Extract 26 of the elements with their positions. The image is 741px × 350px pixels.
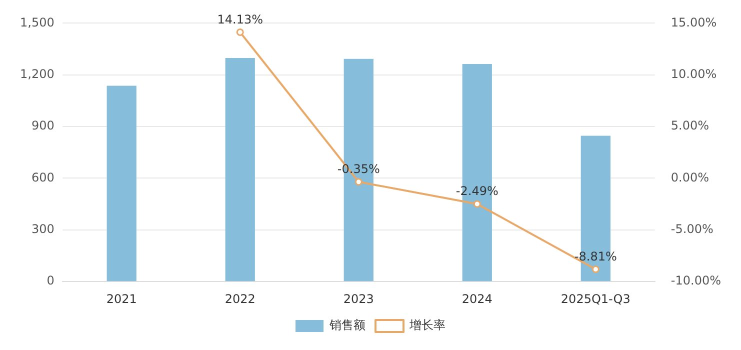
y-tick-label: 1,200: [20, 67, 54, 82]
y2-tick-label: 5.00%: [670, 118, 710, 133]
y2-tick-label: 15.00%: [670, 15, 717, 30]
x-tick-label: 2025Q1-Q3: [560, 292, 630, 306]
y-tick-label: 1,500: [20, 15, 54, 30]
y2-tick-label: 0.00%: [670, 170, 710, 184]
y2-tick-label: -5.00%: [670, 222, 714, 236]
x-tick-label: 2023: [343, 292, 374, 306]
point: [592, 266, 600, 274]
data-label: 14.13%: [217, 12, 264, 26]
point: [354, 178, 362, 186]
point: [473, 200, 481, 208]
x-tick-label: 2024: [462, 292, 492, 306]
y2-tick-label: -10.00%: [670, 274, 722, 288]
legend-label: 增长率: [408, 318, 446, 332]
y2-tick-label: 10.00%: [670, 67, 717, 82]
bar: [106, 86, 136, 282]
y-tick-label: 600: [31, 170, 54, 184]
x-tick-label: 2021: [106, 292, 137, 306]
x-tick-label: 2022: [224, 292, 256, 306]
legend-label: 销售额: [328, 318, 366, 332]
point: [236, 28, 244, 36]
bar: [225, 58, 255, 282]
y-tick-label: 0: [46, 274, 54, 288]
y-tick-label: 900: [31, 118, 54, 133]
y-tick-label: 300: [31, 222, 54, 236]
